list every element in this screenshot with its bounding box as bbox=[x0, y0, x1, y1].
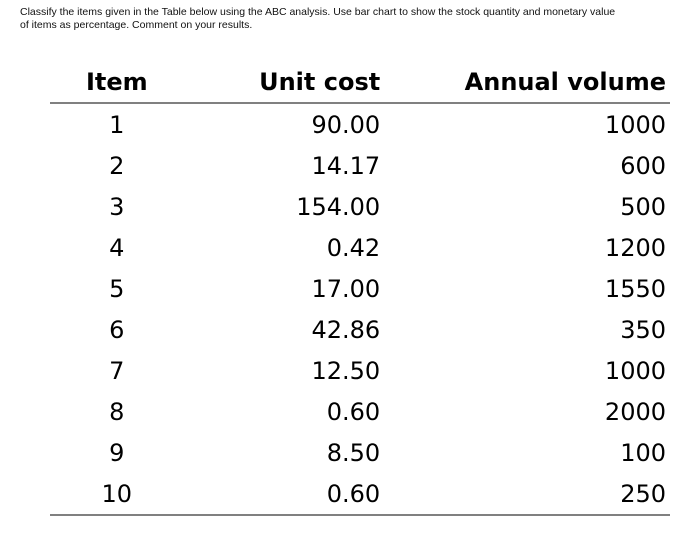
cell-annual-volume: 2000 bbox=[604, 397, 666, 426]
cell-annual-volume: 1200 bbox=[604, 233, 666, 262]
cell-unit-cost: 154.00 bbox=[296, 192, 381, 221]
table-row: 1 90.00 1000 bbox=[50, 103, 670, 145]
table-row: 6 42.86 350 bbox=[50, 309, 670, 350]
cell-annual-volume: 600 bbox=[620, 151, 666, 180]
cell-item: 5 bbox=[109, 274, 125, 303]
table-row: 5 17.00 1550 bbox=[50, 268, 670, 309]
table-row: 3 154.00 500 bbox=[50, 186, 670, 227]
cell-annual-volume: 100 bbox=[620, 438, 666, 467]
cell-unit-cost: 42.86 bbox=[311, 315, 381, 344]
table-row: 8 0.60 2000 bbox=[50, 391, 670, 432]
cell-unit-cost: 8.50 bbox=[326, 438, 381, 467]
instructions-line-1: Classify the items given in the Table be… bbox=[20, 6, 616, 18]
cell-item: 10 bbox=[50, 473, 184, 516]
cell-item: 6 bbox=[109, 315, 125, 344]
cell-unit-cost: 0.42 bbox=[326, 233, 381, 262]
cell-unit-cost: 12.50 bbox=[311, 356, 381, 385]
cell-unit-cost: 90.00 bbox=[311, 110, 381, 139]
cell-annual-volume: 1000 bbox=[604, 356, 666, 385]
cell-annual-volume: 1000 bbox=[604, 110, 666, 139]
cell-item: 1 bbox=[109, 110, 125, 139]
table-row: 10 0.60 250 bbox=[50, 473, 670, 516]
cell-item: 7 bbox=[109, 356, 125, 385]
cell-annual-volume: 350 bbox=[620, 315, 666, 344]
instructions-line-2: of items as percentage. Comment on your … bbox=[20, 19, 253, 31]
cell-unit-cost: 0.60 bbox=[183, 473, 385, 516]
cell-item: 2 bbox=[109, 151, 125, 180]
table-row: 4 0.42 1200 bbox=[50, 227, 670, 268]
table-row: 2 14.17 600 bbox=[50, 145, 670, 186]
cell-unit-cost: 0.60 bbox=[326, 397, 381, 426]
table-row: 9 8.50 100 bbox=[50, 432, 670, 473]
cell-annual-volume: 1550 bbox=[604, 274, 666, 303]
cell-unit-cost: 14.17 bbox=[311, 151, 381, 180]
cell-annual-volume: 250 bbox=[384, 473, 670, 516]
cell-item: 3 bbox=[109, 192, 125, 221]
cell-item: 4 bbox=[109, 233, 125, 262]
table-body: 1 90.00 1000 2 14.17 600 3 154.00 500 4 … bbox=[50, 103, 670, 516]
cell-annual-volume: 500 bbox=[620, 192, 666, 221]
cell-item: 8 bbox=[109, 397, 125, 426]
header-item: Item bbox=[50, 62, 184, 104]
cell-unit-cost: 17.00 bbox=[311, 274, 381, 303]
table-header-row: Item Unit cost Annual volume bbox=[50, 62, 670, 104]
cell-item: 9 bbox=[109, 438, 125, 467]
table-row: 7 12.50 1000 bbox=[50, 350, 670, 391]
items-table: Item Unit cost Annual volume 1 90.00 100… bbox=[50, 62, 670, 516]
problem-instructions: Classify the items given in the Table be… bbox=[20, 6, 690, 32]
header-annual-volume: Annual volume bbox=[384, 62, 670, 104]
header-unit-cost: Unit cost bbox=[183, 62, 385, 104]
